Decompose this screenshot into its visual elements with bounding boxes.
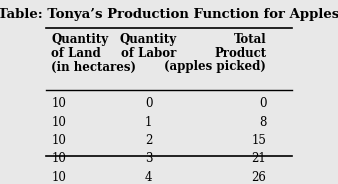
Text: (apples picked): (apples picked) bbox=[164, 61, 266, 73]
Text: Total: Total bbox=[234, 33, 266, 46]
Text: 1: 1 bbox=[145, 116, 152, 129]
Text: Product: Product bbox=[214, 47, 266, 60]
Text: 4: 4 bbox=[145, 171, 152, 184]
Text: Quantity: Quantity bbox=[120, 33, 177, 46]
Text: 10: 10 bbox=[51, 171, 66, 184]
Text: 10: 10 bbox=[51, 97, 66, 110]
Text: Quantity: Quantity bbox=[51, 33, 108, 46]
Text: of Land: of Land bbox=[51, 47, 101, 60]
Text: 10: 10 bbox=[51, 134, 66, 147]
Text: (in hectares): (in hectares) bbox=[51, 61, 136, 73]
Text: 26: 26 bbox=[251, 171, 266, 184]
Text: of Labor: of Labor bbox=[121, 47, 176, 60]
Text: 21: 21 bbox=[251, 152, 266, 165]
Text: 2: 2 bbox=[145, 134, 152, 147]
Text: 15: 15 bbox=[251, 134, 266, 147]
Text: Table: Tonya’s Production Function for Apples: Table: Tonya’s Production Function for A… bbox=[0, 8, 338, 21]
Text: 10: 10 bbox=[51, 116, 66, 129]
Text: 3: 3 bbox=[145, 152, 152, 165]
Text: 8: 8 bbox=[259, 116, 266, 129]
Text: 10: 10 bbox=[51, 152, 66, 165]
Text: 0: 0 bbox=[259, 97, 266, 110]
Text: 0: 0 bbox=[145, 97, 152, 110]
